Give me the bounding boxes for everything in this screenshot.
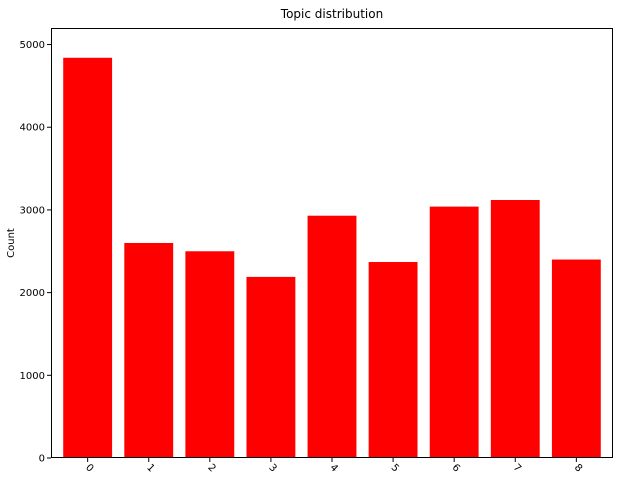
y-axis-ticks: 0 1000 2000 3000 4000 5000 xyxy=(20,40,51,465)
chart-title: Topic distribution xyxy=(280,7,383,21)
bar-topic-5 xyxy=(368,262,418,458)
bar-topic-0 xyxy=(63,57,113,459)
bar-topic-8 xyxy=(551,259,601,458)
bar-topic-1 xyxy=(124,243,174,458)
y-tick-label: 4000 xyxy=(20,123,45,134)
y-tick-label: 5000 xyxy=(20,40,45,51)
bar-topic-3 xyxy=(246,276,296,458)
bars-layer xyxy=(63,57,601,459)
bar-topic-4 xyxy=(307,215,357,458)
bar-topic-6 xyxy=(429,206,479,458)
y-tick-label: 1000 xyxy=(20,371,45,382)
y-tick-label: 3000 xyxy=(20,205,45,216)
y-axis-label: Count xyxy=(6,228,17,258)
y-tick-label: 2000 xyxy=(20,288,45,299)
bar-topic-7 xyxy=(490,200,540,458)
bar-topic-2 xyxy=(185,251,235,458)
plot-frame xyxy=(51,28,613,458)
y-tick-label: 0 xyxy=(39,454,45,465)
